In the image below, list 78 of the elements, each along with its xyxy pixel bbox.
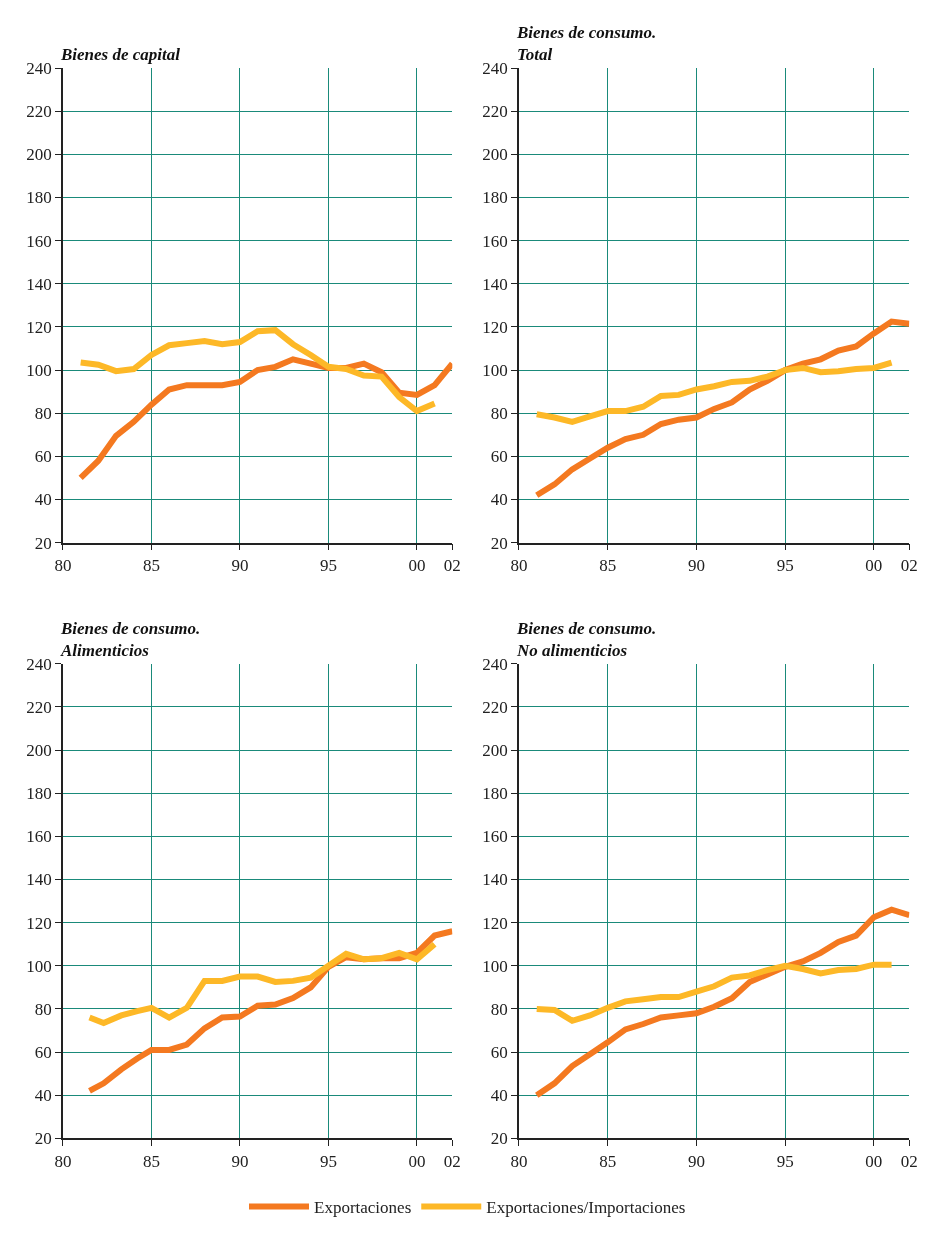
- x-tick-label: 02: [900, 555, 918, 575]
- chart-title: Bienes de capital: [60, 45, 181, 64]
- y-tick-label: 20: [34, 533, 52, 553]
- y-tick-label: 140: [26, 274, 52, 294]
- x-tick-label: 00: [408, 555, 426, 575]
- y-tick-label: 240: [482, 59, 508, 79]
- y-tick-label: 40: [34, 1086, 52, 1106]
- y-tick-label: 100: [482, 361, 508, 381]
- x-tick-label: 02: [443, 555, 461, 575]
- y-tick-label: 40: [490, 1086, 508, 1106]
- x-tick-label: 90: [231, 555, 249, 575]
- y-tick-label: 200: [482, 145, 508, 165]
- chart-title: Bienes de consumo. Total: [516, 23, 657, 65]
- x-tick-label: 85: [599, 555, 617, 575]
- y-tick-label: 120: [26, 317, 52, 337]
- y-tick-label: 220: [482, 697, 508, 717]
- y-tick-label: 120: [26, 913, 52, 933]
- y-tick-label: 180: [482, 188, 508, 208]
- y-tick-label: 140: [482, 274, 508, 294]
- y-tick-label: 80: [490, 404, 508, 424]
- y-tick-label: 180: [482, 784, 508, 804]
- y-tick-label: 60: [34, 447, 52, 467]
- y-tick-label: 220: [26, 697, 52, 717]
- y-tick-label: 100: [26, 956, 52, 976]
- x-tick-label: 85: [142, 555, 160, 575]
- y-tick-label: 240: [482, 654, 508, 674]
- y-tick-label: 80: [490, 999, 508, 1019]
- y-tick-label: 160: [26, 827, 52, 847]
- x-tick-label: 80: [510, 1151, 528, 1171]
- chart-title: Bienes de consumo. Alimenticios: [60, 619, 201, 661]
- y-tick-label: 240: [26, 654, 52, 674]
- x-tick-label: 00: [408, 1151, 426, 1171]
- y-tick-label: 40: [490, 490, 508, 510]
- x-tick-label: 00: [865, 555, 883, 575]
- y-tick-label: 40: [34, 490, 52, 510]
- y-tick-label: 220: [482, 102, 508, 122]
- y-tick-label: 80: [34, 999, 52, 1019]
- y-tick-label: 200: [482, 741, 508, 761]
- x-tick-label: 95: [319, 555, 337, 575]
- x-tick-label: 90: [687, 1151, 705, 1171]
- x-tick-label: 02: [900, 1151, 918, 1171]
- y-tick-label: 60: [490, 1043, 508, 1063]
- y-tick-label: 20: [490, 533, 508, 553]
- x-tick-label: 80: [54, 555, 72, 575]
- y-tick-label: 180: [26, 784, 52, 804]
- y-tick-label: 200: [26, 741, 52, 761]
- y-tick-label: 100: [482, 956, 508, 976]
- y-tick-label: 140: [482, 870, 508, 890]
- y-tick-label: 100: [26, 361, 52, 381]
- x-tick-label: 90: [231, 1151, 249, 1171]
- x-tick-label: 95: [776, 555, 794, 575]
- y-tick-label: 60: [34, 1043, 52, 1063]
- chart-title: Bienes de consumo. No alimenticios: [516, 619, 657, 661]
- x-tick-label: 85: [142, 1151, 160, 1171]
- y-tick-label: 160: [482, 827, 508, 847]
- x-tick-label: 95: [776, 1151, 794, 1171]
- x-tick-label: 00: [865, 1151, 883, 1171]
- y-tick-label: 120: [482, 317, 508, 337]
- x-tick-label: 95: [319, 1151, 337, 1171]
- y-tick-label: 20: [490, 1129, 508, 1149]
- legend-label: Exportaciones: [314, 1198, 412, 1218]
- x-tick-label: 80: [54, 1151, 72, 1171]
- y-tick-label: 240: [26, 59, 52, 79]
- y-tick-label: 200: [26, 145, 52, 165]
- y-tick-label: 20: [34, 1129, 52, 1149]
- x-tick-label: 80: [510, 555, 528, 575]
- y-tick-label: 60: [490, 447, 508, 467]
- x-tick-label: 85: [599, 1151, 617, 1171]
- x-tick-label: 02: [443, 1151, 461, 1171]
- y-tick-label: 160: [26, 231, 52, 251]
- y-tick-label: 120: [482, 913, 508, 933]
- y-tick-label: 80: [34, 404, 52, 424]
- y-tick-label: 140: [26, 870, 52, 890]
- x-tick-label: 90: [687, 555, 705, 575]
- legend-label: Exportaciones/Importaciones: [486, 1198, 686, 1218]
- y-tick-label: 180: [26, 188, 52, 208]
- y-tick-label: 160: [482, 231, 508, 251]
- y-tick-label: 220: [26, 102, 52, 122]
